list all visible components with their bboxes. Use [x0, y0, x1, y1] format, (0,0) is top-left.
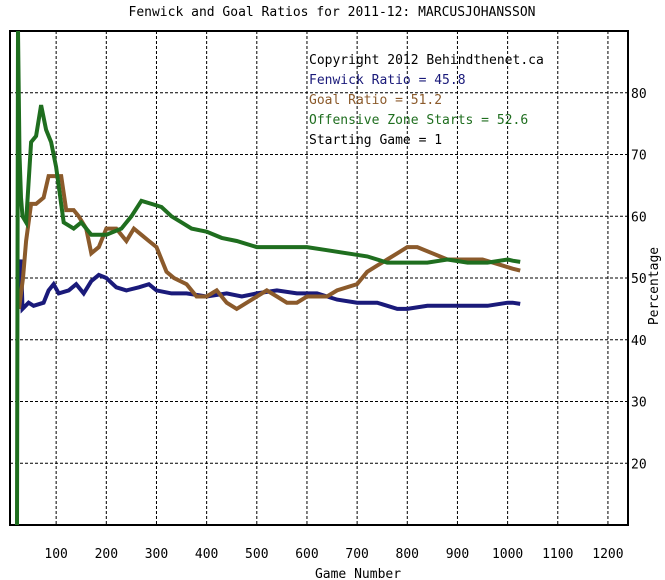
x-tick-label: 800: [396, 547, 419, 562]
legend-line: Goal Ratio = 51.2: [309, 93, 442, 108]
x-tick-label: 400: [195, 547, 218, 562]
y-axis-label: Percentage: [647, 247, 662, 325]
x-tick-label: 1000: [492, 547, 523, 562]
y-tick-label: 40: [631, 334, 647, 349]
x-tick-label: 700: [345, 547, 368, 562]
x-tick-label: 500: [245, 547, 268, 562]
x-tick-label: 1200: [592, 547, 623, 562]
y-tick-label: 70: [631, 149, 647, 164]
series-lines: [15, 30, 521, 526]
y-tick-label: 60: [631, 210, 647, 225]
goal-ratio-line: [17, 174, 521, 312]
legend-line: Copyright 2012 Behindthenet.ca: [309, 53, 544, 68]
y-tick-label: 80: [631, 87, 647, 102]
x-tick-label: 1100: [542, 547, 573, 562]
legend-line: Offensive Zone Starts = 52.6: [309, 113, 528, 128]
x-tick-label: 100: [44, 547, 67, 562]
x-tick-label: 200: [95, 547, 118, 562]
y-tick-label: 30: [631, 396, 647, 411]
y-tick-label: 20: [631, 457, 647, 472]
x-tick-label: 600: [295, 547, 318, 562]
legend-line: Fenwick Ratio = 45.8: [309, 73, 466, 88]
legend: Copyright 2012 Behindthenet.ca Fenwick Ra…: [309, 53, 544, 148]
fenwick-ratio-line: [17, 259, 521, 314]
x-tick-label: 300: [145, 547, 168, 562]
x-axis-label: Game Number: [315, 567, 401, 580]
x-tick-label: 900: [446, 547, 469, 562]
y-tick-labels: 20 30 40 50 60 70 80: [631, 87, 647, 473]
legend-line: Starting Game = 1: [309, 133, 442, 148]
chart-title: Fenwick and Goal Ratios for 2011-12: MAR…: [129, 5, 536, 20]
y-tick-label: 50: [631, 272, 647, 287]
x-tick-labels: 100 200 300 400 500 600 700 800 900 1000 1100 1200: [44, 547, 623, 562]
grid-lines: [10, 31, 628, 525]
offensive-zone-starts-line: [15, 30, 521, 526]
